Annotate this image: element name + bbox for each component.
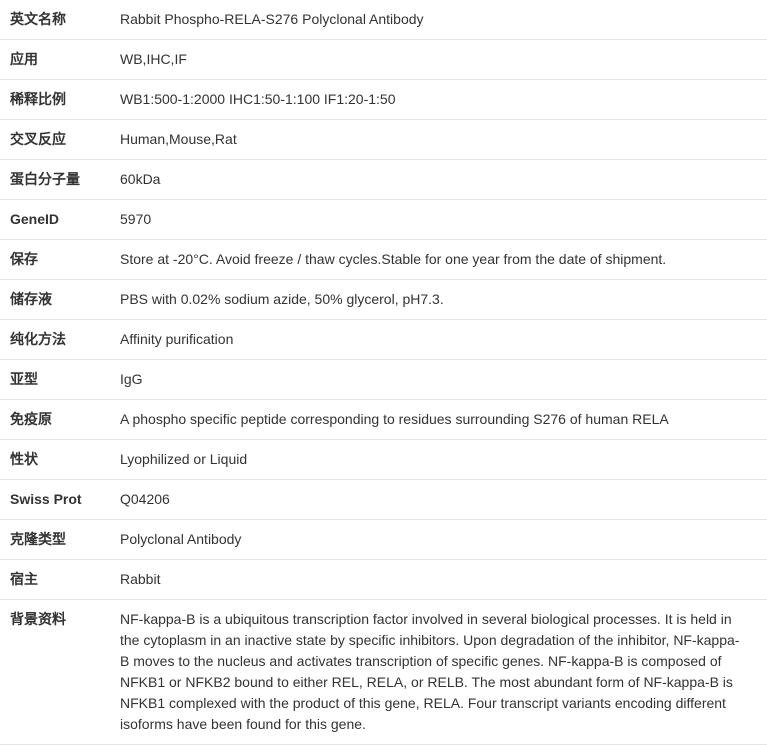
spec-label: 免疫原 [10,409,120,430]
spec-row: 蛋白分子量60kDa [0,160,767,200]
spec-label: GeneID [10,209,120,230]
spec-label: 稀释比例 [10,89,120,110]
spec-row: 储存液PBS with 0.02% sodium azide, 50% glyc… [0,280,767,320]
spec-value: PBS with 0.02% sodium azide, 50% glycero… [120,289,757,310]
spec-label: 英文名称 [10,9,120,30]
spec-row: 英文名称Rabbit Phospho-RELA-S276 Polyclonal … [0,0,767,40]
spec-value: 60kDa [120,169,757,190]
spec-value: Store at -20°C. Avoid freeze / thaw cycl… [120,249,757,270]
spec-label: 纯化方法 [10,329,120,350]
spec-value: Human,Mouse,Rat [120,129,757,150]
spec-row: 背景资料NF-kappa-B is a ubiquitous transcrip… [0,600,767,745]
spec-row: 稀释比例WB1:500-1:2000 IHC1:50-1:100 IF1:20-… [0,80,767,120]
spec-value: IgG [120,369,757,390]
spec-row: 性状Lyophilized or Liquid [0,440,767,480]
spec-value: A phospho specific peptide corresponding… [120,409,757,430]
spec-row: 克隆类型Polyclonal Antibody [0,520,767,560]
spec-label: 蛋白分子量 [10,169,120,190]
spec-value: NF-kappa-B is a ubiquitous transcription… [120,609,757,735]
spec-value: Rabbit Phospho-RELA-S276 Polyclonal Anti… [120,9,757,30]
spec-value: Lyophilized or Liquid [120,449,757,470]
spec-row: 宿主Rabbit [0,560,767,600]
spec-row: 交叉反应Human,Mouse,Rat [0,120,767,160]
spec-row: 纯化方法Affinity purification [0,320,767,360]
spec-row: GeneID5970 [0,200,767,240]
spec-label: 应用 [10,49,120,70]
spec-value: Affinity purification [120,329,757,350]
spec-label: 亚型 [10,369,120,390]
spec-value: Q04206 [120,489,757,510]
spec-label: 背景资料 [10,609,120,735]
spec-label: 交叉反应 [10,129,120,150]
spec-label: Swiss Prot [10,489,120,510]
spec-value: 5970 [120,209,757,230]
spec-label: 宿主 [10,569,120,590]
spec-value: Rabbit [120,569,757,590]
spec-label: 克隆类型 [10,529,120,550]
spec-row: Swiss ProtQ04206 [0,480,767,520]
spec-value: Polyclonal Antibody [120,529,757,550]
spec-row: 应用WB,IHC,IF [0,40,767,80]
spec-value: WB1:500-1:2000 IHC1:50-1:100 IF1:20-1:50 [120,89,757,110]
spec-label: 性状 [10,449,120,470]
spec-table: 英文名称Rabbit Phospho-RELA-S276 Polyclonal … [0,0,767,745]
spec-row: 亚型IgG [0,360,767,400]
spec-row: 免疫原A phospho specific peptide correspond… [0,400,767,440]
spec-label: 保存 [10,249,120,270]
spec-row: 保存Store at -20°C. Avoid freeze / thaw cy… [0,240,767,280]
spec-label: 储存液 [10,289,120,310]
spec-value: WB,IHC,IF [120,49,757,70]
